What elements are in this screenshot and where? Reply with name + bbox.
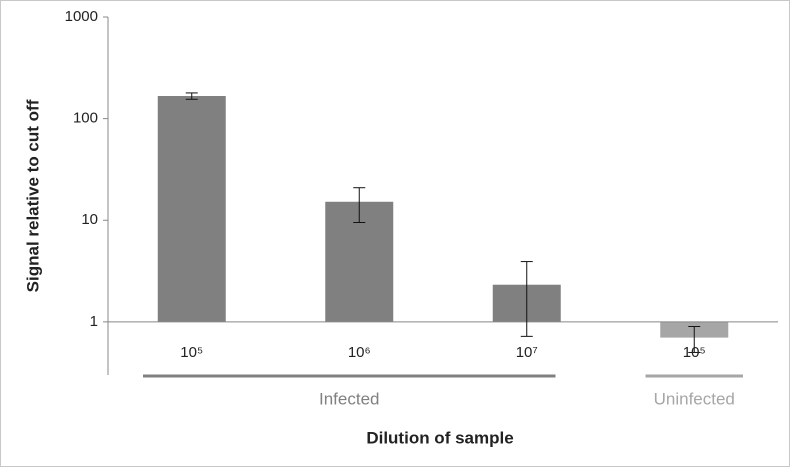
error-bar (353, 187, 366, 224)
x-tick-label: 10⁵ (683, 344, 706, 361)
error-bar (185, 92, 198, 100)
y-tick-label: 1 (90, 313, 98, 330)
bar (157, 95, 226, 322)
y-axis-label: Signal relative to cut off (23, 99, 42, 292)
error-bar (520, 261, 533, 337)
x-tick-label: 10⁵ (180, 344, 203, 361)
error-bar (688, 326, 701, 353)
group-label: Uninfected (654, 389, 735, 408)
group-label: Infected (319, 389, 380, 408)
y-tick-label: 100 (73, 110, 98, 127)
x-axis-label: Dilution of sample (366, 428, 513, 447)
y-tick-label: 10 (81, 211, 98, 228)
x-tick-label: 10⁷ (516, 344, 538, 361)
y-tick-label: 1000 (65, 8, 98, 25)
x-tick-label: 10⁶ (348, 344, 371, 361)
